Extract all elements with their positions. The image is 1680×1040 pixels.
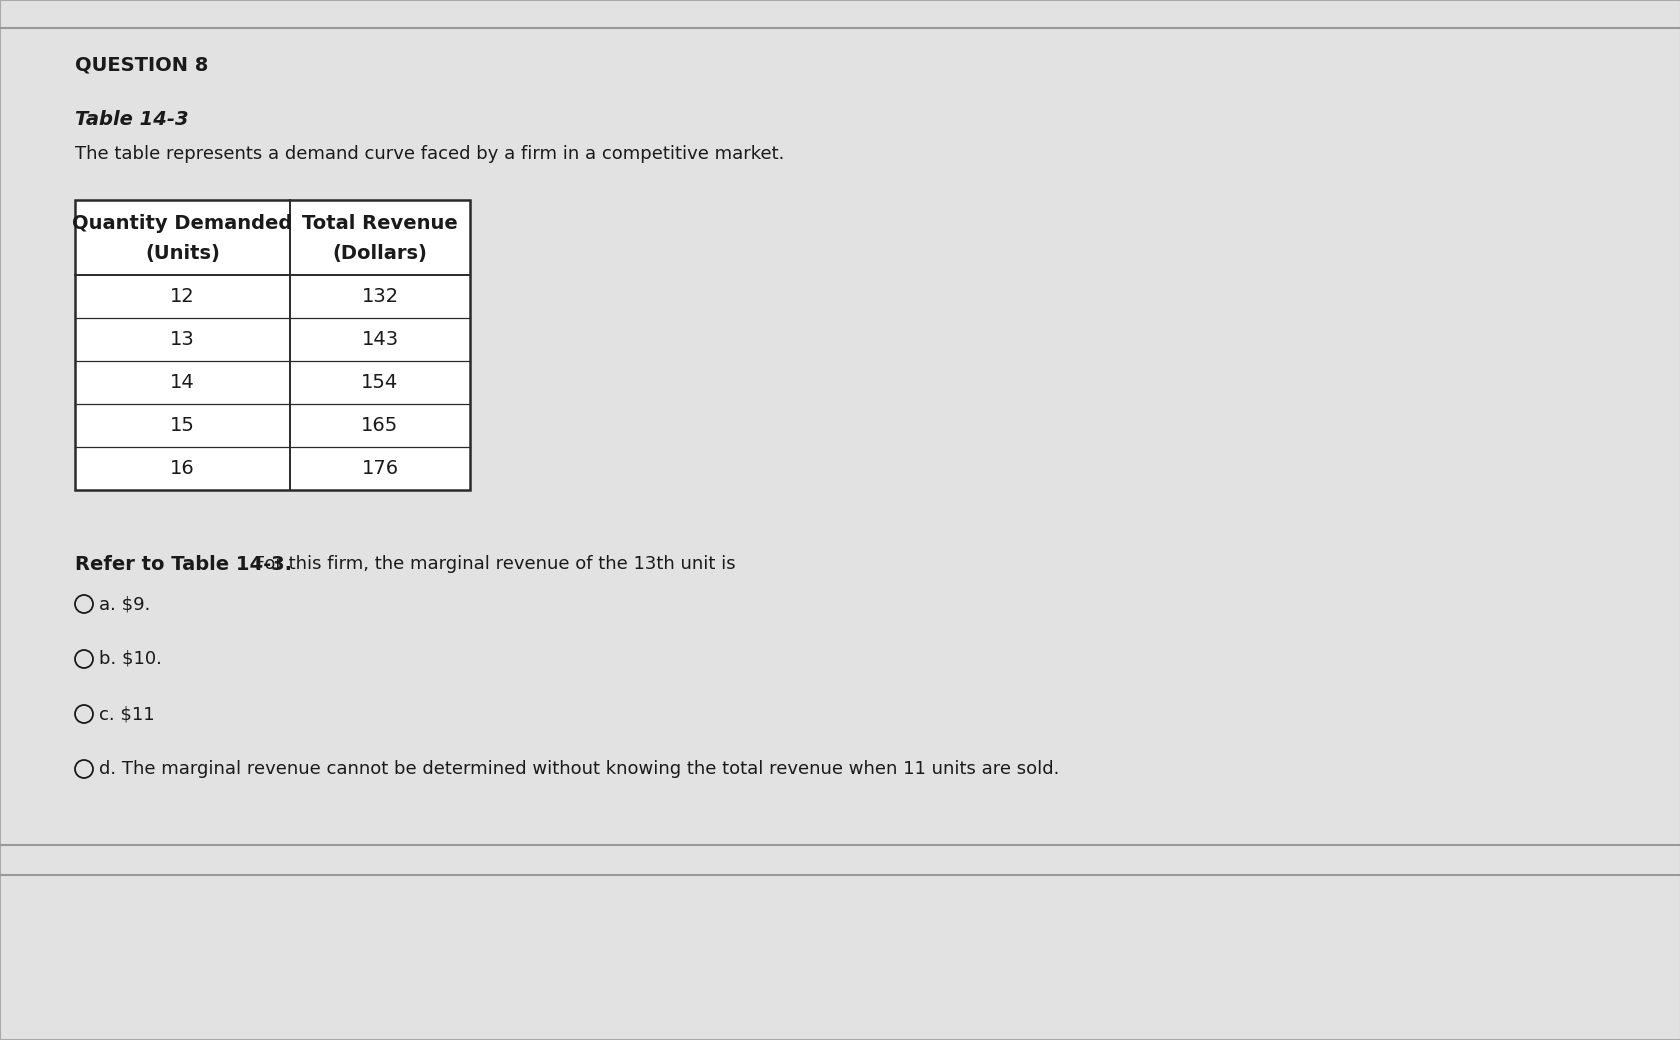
- Text: For this firm, the marginal revenue of the 13th unit is: For this firm, the marginal revenue of t…: [249, 555, 736, 573]
- Text: (Units): (Units): [144, 244, 220, 263]
- Text: 176: 176: [361, 459, 398, 478]
- Text: a. $9.: a. $9.: [99, 595, 150, 613]
- Text: 13: 13: [170, 330, 195, 349]
- Text: 15: 15: [170, 416, 195, 435]
- Text: Quantity Demanded: Quantity Demanded: [72, 214, 292, 233]
- Text: The table represents a demand curve faced by a firm in a competitive market.: The table represents a demand curve face…: [76, 145, 785, 163]
- Text: d. The marginal revenue cannot be determined without knowing the total revenue w: d. The marginal revenue cannot be determ…: [99, 760, 1058, 778]
- Text: Total Revenue: Total Revenue: [302, 214, 457, 233]
- Text: c. $11: c. $11: [99, 705, 155, 723]
- Text: 132: 132: [361, 287, 398, 306]
- Text: QUESTION 8: QUESTION 8: [76, 55, 208, 74]
- Text: 16: 16: [170, 459, 195, 478]
- Bar: [76, 200, 470, 490]
- Text: 154: 154: [361, 373, 398, 392]
- Text: Table 14-3: Table 14-3: [76, 110, 188, 129]
- Text: 143: 143: [361, 330, 398, 349]
- Text: (Dollars): (Dollars): [333, 244, 427, 263]
- Text: 12: 12: [170, 287, 195, 306]
- Text: 14: 14: [170, 373, 195, 392]
- Bar: [76, 200, 470, 490]
- Text: b. $10.: b. $10.: [99, 650, 161, 668]
- Text: 165: 165: [361, 416, 398, 435]
- Text: Refer to Table 14-3.: Refer to Table 14-3.: [76, 555, 292, 574]
